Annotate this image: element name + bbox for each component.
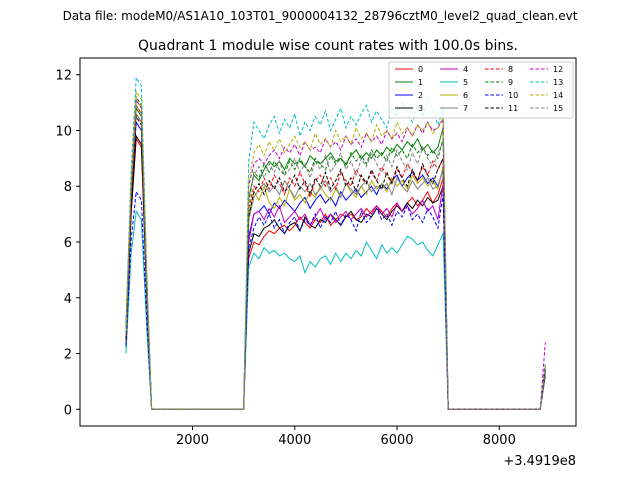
series-line-1 xyxy=(125,106,546,410)
legend-label-4: 4 xyxy=(463,65,468,74)
series-line-14 xyxy=(125,89,546,410)
chart-title: Quadrant 1 module wise count rates with … xyxy=(138,38,518,54)
series-line-12 xyxy=(125,98,546,410)
legend-label-10: 10 xyxy=(508,91,518,100)
x-axis-offset-label: +3.4919e8 xyxy=(503,454,576,469)
figure-suptitle: Data file: modeM0/AS1A10_103T01_90000041… xyxy=(63,9,578,23)
legend-label-14: 14 xyxy=(553,91,563,100)
legend-label-13: 13 xyxy=(553,78,563,87)
series-line-10 xyxy=(125,190,546,410)
series-line-15 xyxy=(125,103,546,410)
legend-label-11: 11 xyxy=(508,104,518,113)
series-line-0 xyxy=(125,137,546,410)
y-tick-label: 6 xyxy=(64,236,72,251)
legend-box xyxy=(388,61,574,119)
series-line-2 xyxy=(125,120,546,410)
y-axis-ticks: 0 2 4 6 8 10 12 xyxy=(55,69,80,418)
legend-label-7: 7 xyxy=(463,104,468,113)
series-line-13 xyxy=(125,75,546,410)
y-tick-label: 8 xyxy=(64,180,72,195)
series-line-7 xyxy=(125,112,546,410)
y-tick-label: 0 xyxy=(64,403,72,418)
legend-label-3: 3 xyxy=(418,104,423,113)
y-tick-label: 4 xyxy=(64,292,72,307)
series-line-6 xyxy=(125,98,546,410)
legend-label-15: 15 xyxy=(553,104,563,113)
legend-label-6: 6 xyxy=(463,91,468,100)
x-tick-label: 4000 xyxy=(278,433,311,448)
y-tick-label: 12 xyxy=(55,69,72,84)
legend-label-0: 0 xyxy=(418,65,423,74)
legend-label-8: 8 xyxy=(508,65,513,74)
plot-lines xyxy=(125,75,546,410)
legend-label-1: 1 xyxy=(418,78,423,87)
x-axis-ticks: 2000 4000 6000 8000 xyxy=(176,426,516,448)
x-tick-label: 2000 xyxy=(176,433,209,448)
legend-label-12: 12 xyxy=(553,65,563,74)
series-line-4 xyxy=(125,112,546,410)
legend-label-9: 9 xyxy=(508,78,513,87)
y-tick-label: 10 xyxy=(55,124,72,139)
x-tick-label: 6000 xyxy=(380,433,413,448)
series-line-8 xyxy=(125,103,546,410)
series-line-5 xyxy=(125,209,546,410)
x-tick-label: 8000 xyxy=(483,433,516,448)
series-line-3 xyxy=(125,134,546,410)
legend-label-2: 2 xyxy=(418,91,423,100)
y-tick-label: 2 xyxy=(64,348,72,363)
legend-label-5: 5 xyxy=(463,78,468,87)
